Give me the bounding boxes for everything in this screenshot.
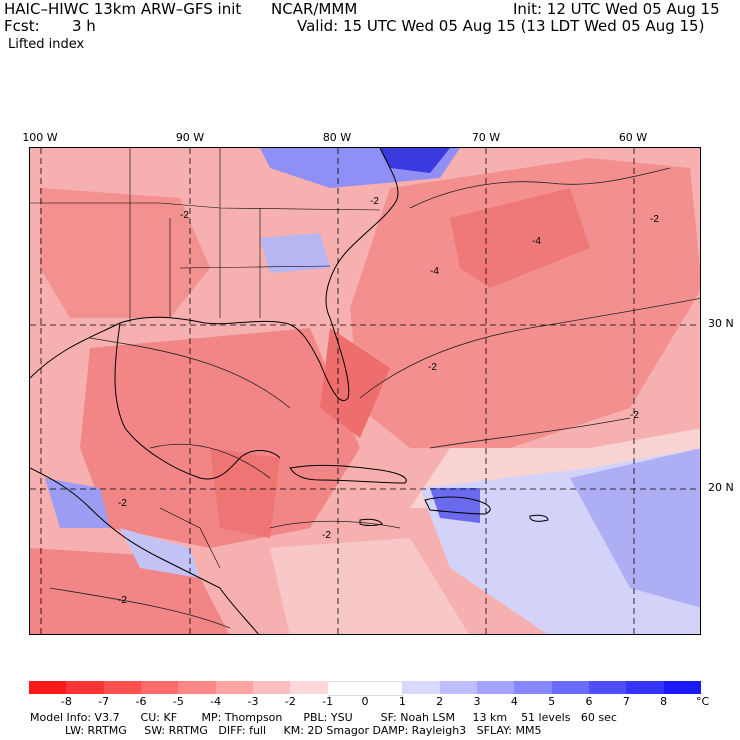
colorbar-level-label: -5 <box>172 695 184 708</box>
lon-label-70w: 70 W <box>471 131 501 144</box>
mexico-gulf-coastline <box>114 322 281 480</box>
colorbar-bin <box>327 681 366 696</box>
init-time: Init: 12 UTC Wed 05 Aug 15 <box>513 0 720 18</box>
org-label: NCAR/MMM <box>271 0 358 18</box>
contour-line <box>89 337 291 409</box>
colorbar-unit: °C <box>696 695 710 708</box>
contour-label: -2 <box>180 210 189 221</box>
field-zone-texas <box>40 188 210 318</box>
contour-label: -4 <box>430 266 439 277</box>
puerto-rico-outline <box>529 514 549 522</box>
map-canvas: -2 -2 -4 -4 -2 -2 -2 -2 -2 -2 <box>30 148 700 634</box>
model-info-line2: LW: RRTMG SW: RRTMG DIFF: full KM: 2D Sm… <box>30 724 542 737</box>
colorbar-level-label: -3 <box>247 695 259 708</box>
lon-label-80w: 80 W <box>322 131 352 144</box>
contour-labels: -2 -2 -4 -4 -2 -2 -2 -2 -2 -2 <box>118 196 659 606</box>
colorbar-level-label: 8 <box>660 695 668 708</box>
contour-label: -4 <box>532 236 541 247</box>
lat-label-20n: 20 N <box>708 481 734 494</box>
political-borders <box>30 148 381 569</box>
contour-label: -2 <box>370 196 379 207</box>
field-zone-offshore <box>450 188 590 288</box>
lat-lon-grid <box>30 148 700 634</box>
colorbar-level-label: 7 <box>622 695 630 708</box>
border-line-1 <box>30 202 381 211</box>
field-zone-blue-carolinas <box>260 233 330 273</box>
contour-line <box>359 297 700 399</box>
contour-line <box>429 417 631 449</box>
contour-line <box>49 587 231 629</box>
contour-line <box>269 520 401 529</box>
forecast-label: Fcst: <box>4 17 40 35</box>
contour-label: -2 <box>118 595 127 606</box>
colorbar-level-label: -1 <box>322 695 334 708</box>
colorbar-bin <box>290 681 329 694</box>
field-zone-florida-strait <box>320 328 390 438</box>
colorbar-level-label: -4 <box>210 695 222 708</box>
field-zone-atlantic <box>350 158 700 448</box>
colorbar-bin <box>178 681 217 694</box>
colorbar-bin <box>514 681 553 694</box>
colorbar-level-label: -8 <box>60 695 72 708</box>
colorbar-level-label: 4 <box>510 695 518 708</box>
cuba-outline <box>289 464 407 484</box>
border-line-6 <box>179 265 331 269</box>
field-name: Lifted index <box>8 37 85 52</box>
lat-label-30n: 30 N <box>708 317 734 330</box>
colorbar-bin <box>551 681 590 694</box>
colorbar-bin <box>626 681 665 694</box>
colorbar-level-label: 3 <box>473 695 481 708</box>
colorbar-bin <box>365 681 403 696</box>
forecast-hour: 3 h <box>72 17 96 35</box>
jamaica-outline <box>359 518 383 526</box>
colorbar-bin <box>215 681 254 694</box>
colorbar-bin <box>589 681 627 694</box>
colorbar-bin <box>402 681 441 694</box>
lon-label-100w: 100 W <box>22 131 58 144</box>
colorbar-bin <box>253 681 291 694</box>
colorbar-level-label: 2 <box>436 695 444 708</box>
colorbar-bin <box>477 681 515 694</box>
colorbar-level-label: 1 <box>398 695 406 708</box>
colorbar-level-label: 5 <box>548 695 556 708</box>
colorbar-level-label: -7 <box>98 695 110 708</box>
colorbar-bin <box>66 681 105 694</box>
colorbar-bin <box>663 681 702 694</box>
contour-label: -2 <box>118 498 127 509</box>
border-line-7 <box>159 507 221 569</box>
colorbar-level-label: 0 <box>361 695 369 708</box>
contour-line <box>149 443 271 479</box>
field-zone-blue-east <box>570 448 700 608</box>
colorbar-bin <box>29 681 67 694</box>
mexico-pacific-coastline <box>30 467 259 634</box>
colorbar-level-label: -6 <box>135 695 147 708</box>
lon-label-90w: 90 W <box>175 131 205 144</box>
field-zone-blue-mexico <box>45 478 110 528</box>
model-info-line1: Model Info: V3.7 CU: KF MP: Thompson PBL… <box>30 711 617 724</box>
colorbar-bin <box>141 681 179 694</box>
colorbar-bin <box>103 681 142 694</box>
model-title: HAIC–HIWC 13km ARW–GFS init <box>4 0 242 18</box>
contour-line <box>409 167 671 209</box>
contour-label: -2 <box>650 214 659 225</box>
contour-label: -2 <box>630 410 639 421</box>
field-zone-blue-central-america <box>120 528 200 578</box>
field-zone-gulf <box>80 328 360 548</box>
lifted-index-map: -2 -2 -4 -4 -2 -2 -2 -2 -2 -2 <box>29 147 701 635</box>
contour-label: -2 <box>322 530 331 541</box>
contours <box>49 167 700 629</box>
contour-label: -2 <box>428 362 437 373</box>
colorbar-level-label: -2 <box>284 695 296 708</box>
colorbar-level-label: 6 <box>585 695 593 708</box>
hispaniola-outline <box>424 496 491 515</box>
valid-time: Valid: 15 UTC Wed 05 Aug 15 (13 LDT Wed … <box>297 17 705 35</box>
coastlines <box>30 148 549 634</box>
field-zone-light-south <box>270 538 469 634</box>
colorbar-bin <box>439 681 478 694</box>
lon-label-60w: 60 W <box>618 131 648 144</box>
gulf-atlantic-coastline <box>30 148 399 401</box>
field-zone-blue-core-north <box>380 148 450 173</box>
